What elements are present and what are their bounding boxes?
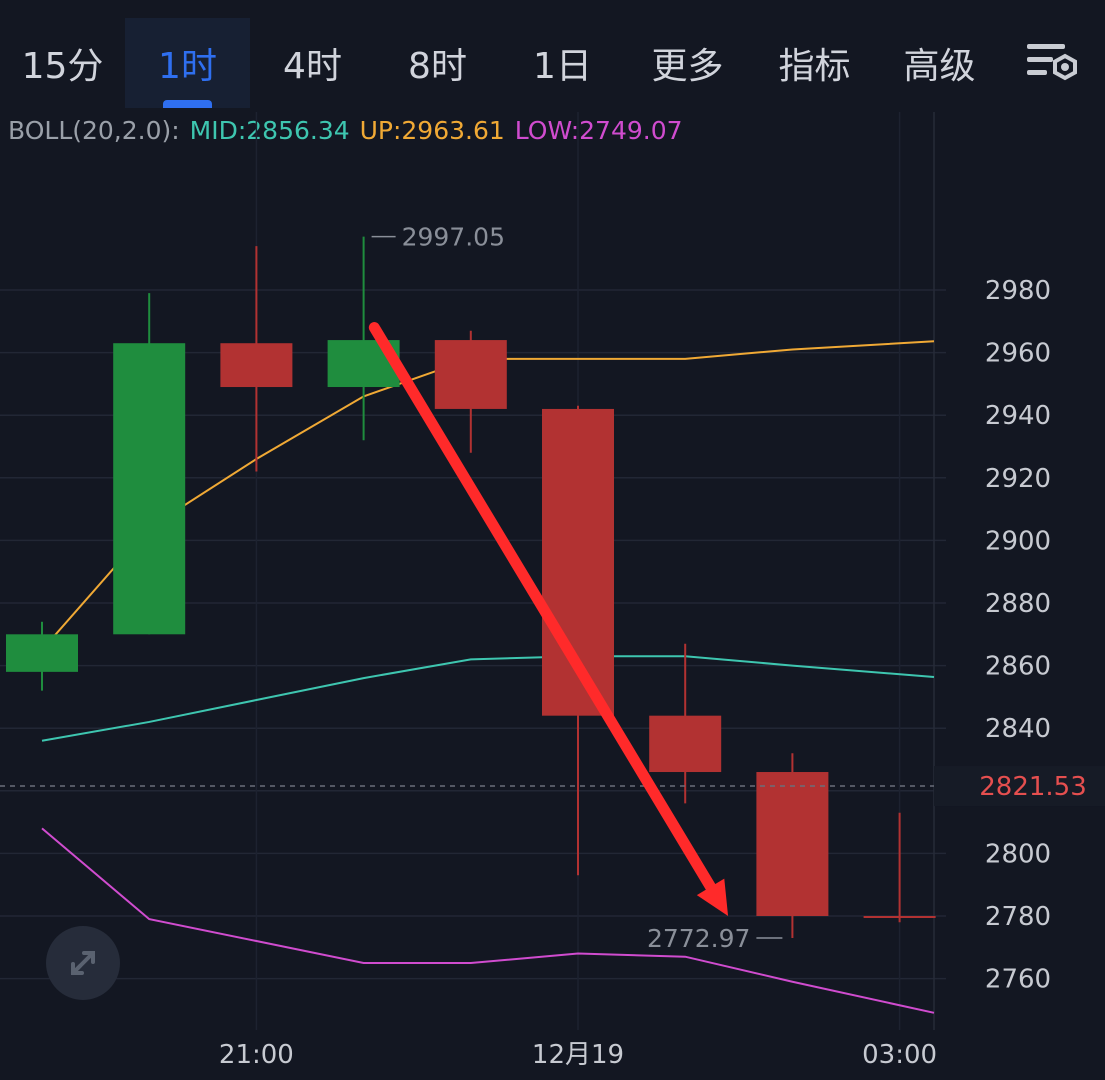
boll-indicator-legend: BOLL(20,2.0): MID:2856.34 UP:2963.61 LOW… [8,116,685,145]
tab-2[interactable]: 4时 [250,18,375,108]
tab-label: 1时 [158,46,217,87]
boll-label: BOLL(20,2.0): [8,116,180,145]
tab-1[interactable]: 1时 [125,18,250,108]
tab-label: 指标 [778,46,851,87]
tab-4[interactable]: 1日 [500,18,625,108]
trend-arrow-head [696,878,729,916]
time-axis-label: 21:00 [219,1040,294,1070]
price-tick-label: 2880 [985,589,1051,619]
tab-label: 4时 [283,46,342,87]
expand-arrows-icon [71,951,95,975]
tab-label: 8时 [408,46,467,87]
high-annotation-label: 2997.05 [402,223,505,252]
price-tick-label: 2840 [985,714,1051,744]
candle-body [649,715,722,773]
boll-mid-line [41,655,935,742]
price-tick-label: 2960 [985,339,1051,369]
chart-settings-icon[interactable] [1025,40,1081,84]
active-tab-indicator [163,100,212,108]
boll-up-value: UP:2963.61 [359,116,505,145]
timeframe-tabs: 15分 1时 4时 8时 1日 更多 指标 高级 [0,0,1105,112]
current-price-tag [934,766,1105,807]
tab-label: 更多 [651,46,724,87]
expand-chart-button[interactable] [46,926,120,1000]
price-tick-label: 2920 [985,464,1051,494]
tab-5[interactable]: 更多 [625,18,750,108]
price-tick-label: 2980 [985,276,1051,306]
current-price-label: 2821.53 [979,772,1087,802]
tab-0[interactable]: 15分 [0,18,125,108]
tab-label: 高级 [903,46,976,87]
candle-body [6,634,78,672]
tab-7[interactable]: 高级 [877,18,1002,108]
candle-body [113,343,186,635]
time-axis-label: 12月19 [532,1040,624,1070]
price-tick-label: 2940 [985,401,1051,431]
candle-body [756,772,829,916]
price-tick-label: 2780 [985,902,1051,932]
tab-label: 1日 [533,46,592,87]
tab-6[interactable]: 指标 [752,18,877,108]
price-tick-label: 2900 [985,526,1051,556]
tab-label: 15分 [21,46,104,87]
tab-3[interactable]: 8时 [375,18,500,108]
trend-arrow-shaft [368,322,717,893]
time-axis-label: 03:00 [862,1040,937,1070]
price-tick-label: 2760 [985,965,1051,995]
boll-lower-line [41,827,935,1014]
low-annotation-label: 2772.97 [647,924,750,953]
candle-body [434,340,507,409]
boll-mid-value: MID:2856.34 [189,116,350,145]
candle-body [220,343,293,388]
boll-low-value: LOW:2749.07 [514,116,683,145]
candle-body [863,916,936,918]
price-tick-label: 2800 [985,839,1051,869]
price-tick-label: 2860 [985,652,1051,682]
